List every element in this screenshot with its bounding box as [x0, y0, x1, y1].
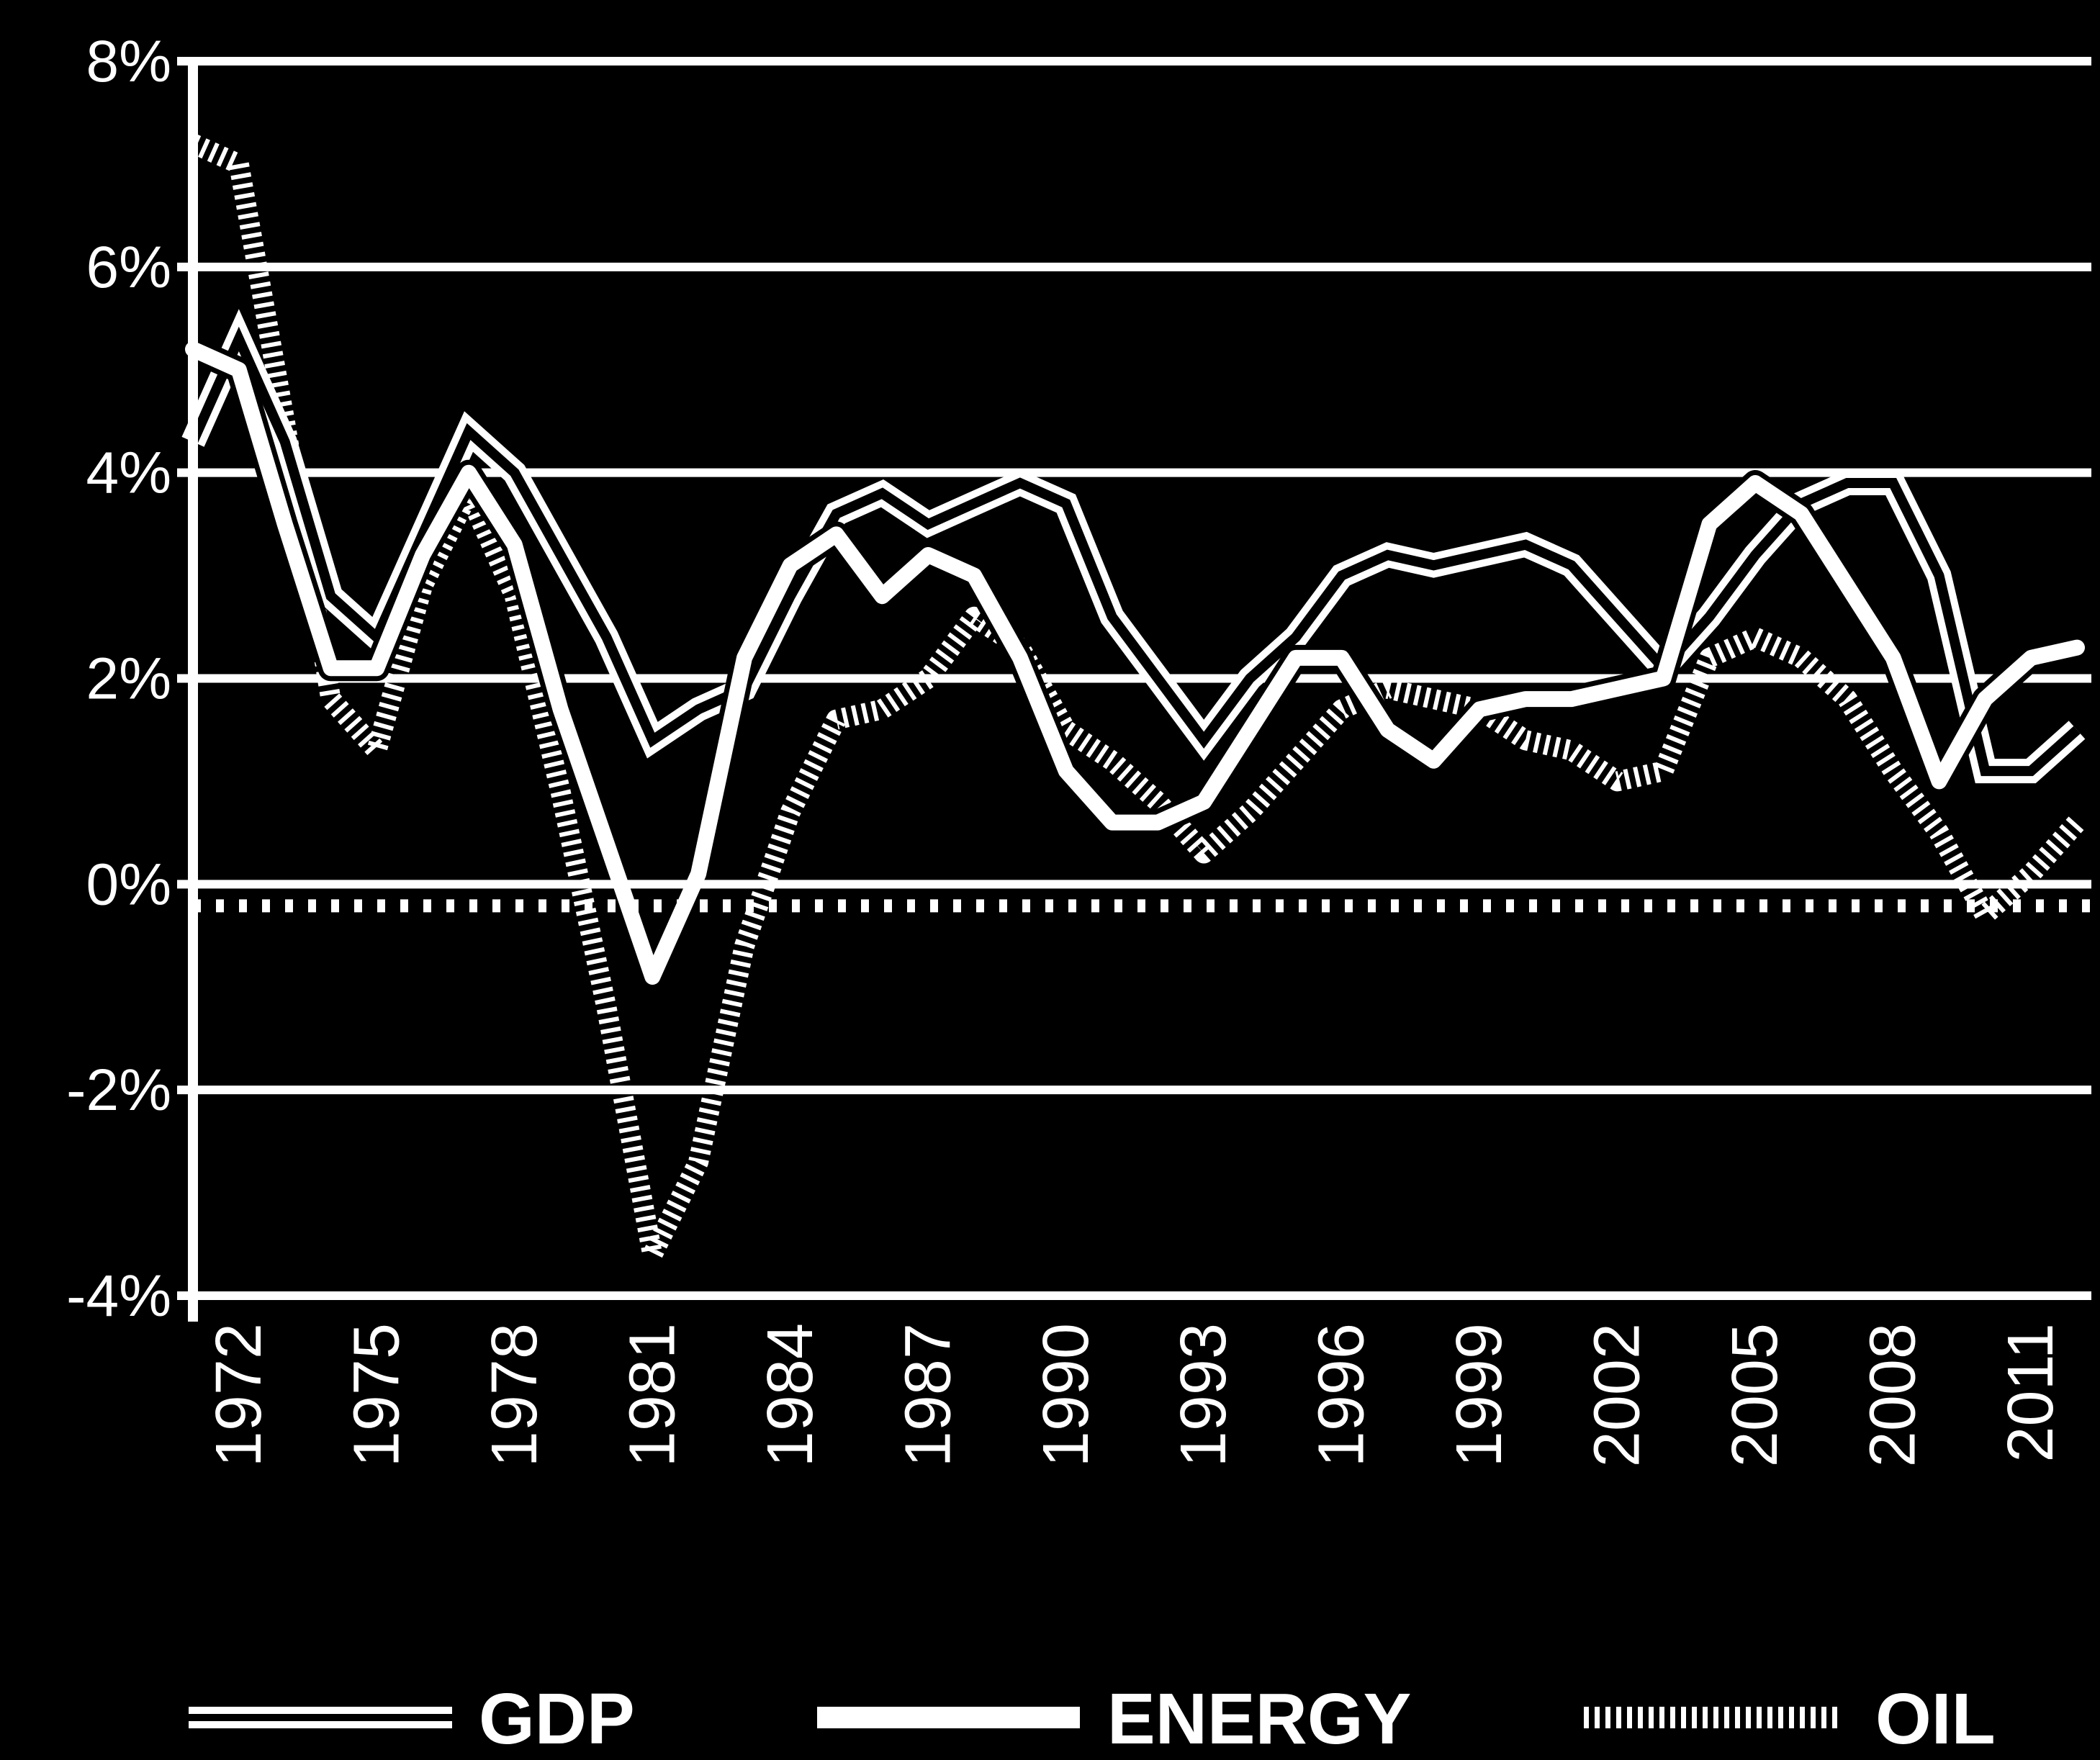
legend-item-energy: ENERGY: [817, 1679, 1411, 1759]
x-tick-label-2008: 2008: [1857, 1323, 1929, 1467]
legend-item-gdp: GDP: [189, 1679, 635, 1759]
series-layer: [181, 134, 2086, 1265]
series-energy: [185, 337, 2085, 990]
y-tick-label-6pct: 6%: [86, 235, 171, 300]
legend-label-gdp: GDP: [479, 1679, 635, 1759]
y-tick-label-8pct: 8%: [86, 29, 171, 94]
y-tick-label-2pct: 2%: [86, 646, 171, 712]
x-tick-label-1972: 1972: [203, 1323, 275, 1467]
x-tick-label-1981: 1981: [616, 1323, 688, 1467]
x-tick-label-1996: 1996: [1306, 1323, 1378, 1467]
y-tick-label-0pct: 0%: [86, 852, 171, 917]
series-oil: [189, 134, 2085, 1265]
x-tick-label-2005: 2005: [1719, 1323, 1791, 1467]
series-line-oil: [189, 134, 2085, 1265]
zero-line: [193, 880, 2091, 913]
legend-item-oil: OIL: [1584, 1679, 1996, 1759]
x-tick-label-1999: 1999: [1443, 1323, 1515, 1467]
legend-label-energy: ENERGY: [1107, 1679, 1411, 1759]
x-tick-label-1987: 1987: [892, 1323, 964, 1467]
x-tick-label-1978: 1978: [479, 1323, 551, 1467]
x-axis-ticks: 1972 1975 1978 1981 1984 1987 1990 1993 1996 1999…: [203, 1323, 2067, 1467]
y-axis-ticks: 8% 6% 4% 2% 0% -2% -4%: [66, 29, 193, 1329]
series-line-gdp-inner: [188, 326, 2081, 777]
y-tick-label-neg4pct: -4%: [66, 1263, 171, 1329]
legend-label-oil: OIL: [1875, 1679, 1996, 1759]
legend: GDP ENERGY OIL: [189, 1679, 1996, 1759]
x-tick-label-1993: 1993: [1168, 1323, 1240, 1467]
y-tick-label-4pct: 4%: [86, 441, 171, 506]
y-tick-label-neg2pct: -2%: [66, 1057, 171, 1123]
x-tick-label-1984: 1984: [754, 1323, 826, 1467]
series-gdp: [181, 309, 2086, 784]
x-tick-label-2011: 2011: [1995, 1323, 2067, 1463]
x-tick-label-1990: 1990: [1030, 1323, 1102, 1467]
x-tick-label-1975: 1975: [341, 1323, 413, 1467]
x-tick-label-2002: 2002: [1582, 1323, 1654, 1467]
series-line-energy: [185, 341, 2085, 985]
